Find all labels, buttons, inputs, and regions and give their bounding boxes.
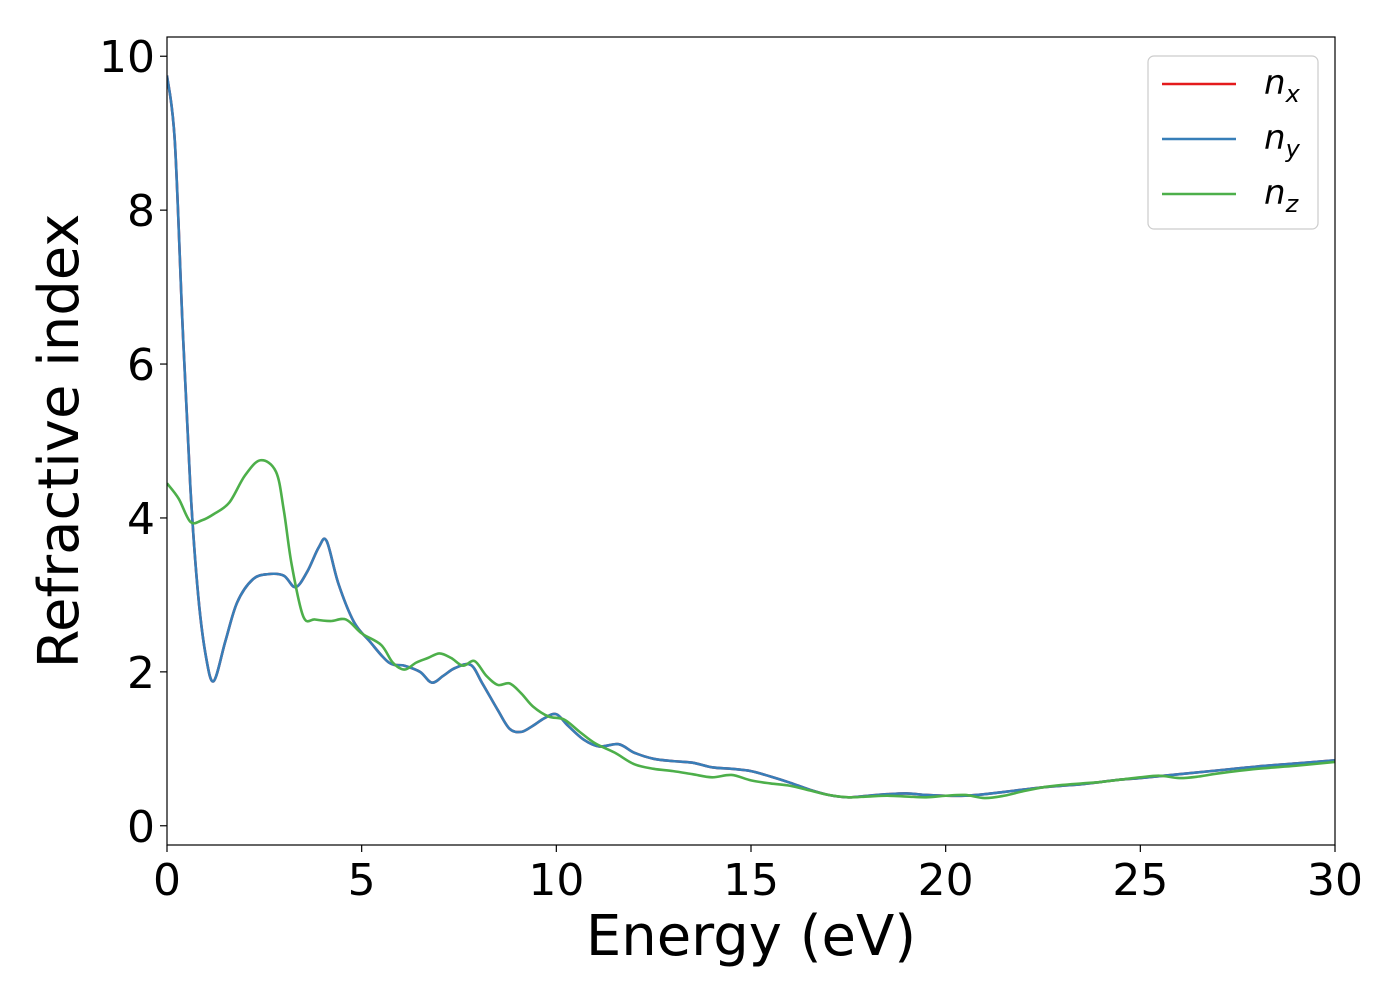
x-axis-ticks: 0 5 10 15 20 25 30	[153, 845, 1363, 906]
y-tick-label: 6	[127, 340, 155, 391]
x-axis-title: Energy (eV)	[586, 904, 916, 969]
y-tick-label: 8	[127, 186, 155, 237]
legend-items: nx ny nz	[1162, 63, 1301, 218]
y-axis-title: Refractive index	[27, 214, 92, 669]
x-tick-label: 20	[918, 855, 974, 906]
series-line-y	[167, 75, 1335, 799]
x-tick-label: 25	[1112, 855, 1168, 906]
legend-label-x: nx	[1264, 63, 1301, 108]
y-tick-label: 10	[99, 32, 155, 83]
legend-label-y: ny	[1264, 118, 1301, 163]
x-tick-label: 15	[723, 855, 779, 906]
legend-box	[1147, 55, 1319, 230]
y-axis-ticks: 0 2 4 6 8 10	[99, 32, 167, 853]
legend: nx ny nz	[1147, 55, 1319, 230]
legend-label-z: nz	[1264, 173, 1300, 218]
y-tick-label: 0	[127, 802, 155, 853]
x-tick-label: 10	[528, 855, 584, 906]
x-tick-label: 0	[153, 855, 181, 906]
x-tick-label: 30	[1307, 855, 1363, 906]
series-line-z	[167, 458, 1335, 800]
plot-area	[167, 37, 1335, 845]
y-tick-label: 2	[127, 648, 155, 699]
y-tick-label: 4	[127, 494, 155, 545]
plot-frame	[166, 36, 1336, 846]
x-tick-label: 5	[348, 855, 376, 906]
series-layer	[167, 75, 1335, 800]
